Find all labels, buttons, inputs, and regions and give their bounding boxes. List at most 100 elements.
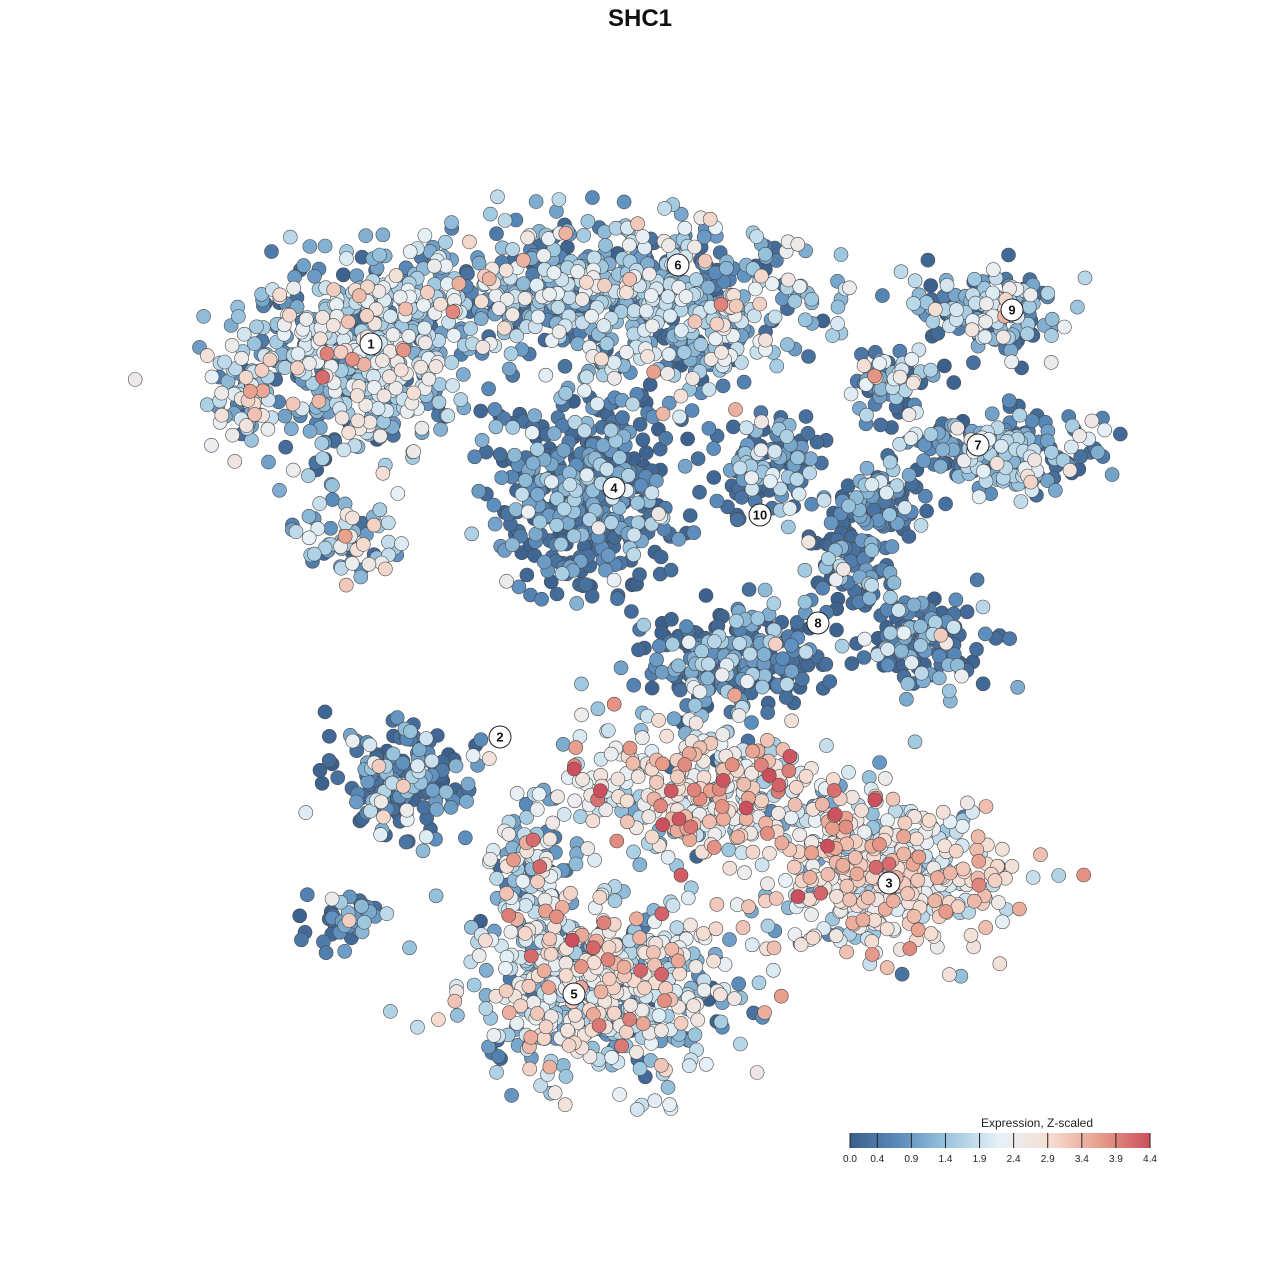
cell-point [501, 1005, 517, 1020]
cell-point [649, 774, 664, 790]
cell-point [478, 933, 493, 948]
cell-point [702, 211, 718, 227]
cell-point [879, 485, 894, 501]
cell-point [471, 948, 487, 964]
cell-point [857, 631, 872, 647]
cell-point [632, 567, 647, 582]
cell-point [655, 756, 670, 772]
cell-point [819, 738, 834, 753]
cell-point [907, 273, 923, 289]
cell-point [598, 238, 613, 253]
cell-point [762, 846, 777, 861]
cell-point [714, 345, 729, 360]
cell-point [339, 251, 354, 266]
cell-point [657, 993, 672, 1009]
cell-point [677, 220, 693, 236]
cell-point [307, 268, 322, 284]
cell-point [804, 496, 820, 512]
cell-point [558, 226, 574, 241]
cell-point [738, 800, 754, 816]
cell-point [967, 271, 982, 287]
cell-point [833, 247, 849, 262]
cell-point [860, 890, 876, 905]
cell-point [623, 997, 638, 1013]
cell-point [661, 395, 677, 411]
cell-point [298, 311, 314, 327]
cell-point [673, 867, 689, 883]
cell-point [626, 547, 642, 563]
cell-point [813, 885, 829, 901]
cell-point [516, 276, 531, 292]
cell-point [643, 288, 659, 303]
chart-title: SHC1 [607, 5, 673, 32]
cell-point [536, 963, 552, 979]
cell-point [632, 1061, 648, 1076]
cell-point [989, 456, 1005, 471]
cell-point [236, 326, 252, 342]
cell-point [227, 454, 243, 469]
cell-point [731, 708, 747, 723]
cell-point [249, 319, 264, 335]
cell-point [577, 383, 592, 399]
cell-point [626, 844, 641, 860]
cell-point [546, 426, 562, 441]
cell-point [541, 980, 556, 995]
cell-point [600, 952, 616, 968]
cell-point [396, 342, 412, 358]
cell-point [991, 895, 1006, 910]
cell-point [779, 429, 795, 444]
cell-point [877, 771, 893, 786]
cell-point [715, 727, 731, 742]
cell-point [748, 281, 763, 297]
cell-point [761, 768, 777, 783]
cell-point [696, 982, 712, 998]
legend-tick-label: 3.4 [1075, 1154, 1089, 1165]
cluster-label-8: 8 [806, 611, 830, 635]
cell-point [629, 1044, 644, 1060]
cell-point [567, 1007, 583, 1023]
cell-point [406, 444, 421, 459]
cell-point [597, 278, 612, 293]
cell-point [350, 388, 365, 403]
cell-point [724, 757, 740, 773]
cell-point [901, 467, 917, 483]
cell-point [935, 442, 951, 458]
cell-point [381, 534, 396, 550]
cell-point [517, 291, 533, 306]
cell-point [698, 1057, 714, 1072]
cell-point [262, 352, 278, 368]
cell-point [525, 455, 541, 471]
cell-point [841, 764, 856, 780]
cell-point [739, 674, 755, 689]
cell-point [641, 266, 657, 282]
cell-point [622, 271, 638, 287]
cell-point [538, 1019, 554, 1035]
cell-point [491, 1049, 506, 1064]
cell-point [814, 796, 830, 812]
cell-point [644, 485, 660, 501]
cell-point [797, 562, 813, 578]
cell-point [970, 829, 986, 845]
cell-point [647, 1093, 663, 1108]
cell-point [805, 930, 821, 946]
cell-point [910, 922, 926, 938]
cell-point [599, 461, 615, 477]
cell-point [579, 275, 594, 290]
cell-point [780, 519, 796, 535]
cell-point [728, 298, 744, 314]
cell-point [311, 393, 327, 409]
cell-point [319, 346, 335, 361]
cell-point [325, 492, 340, 507]
cell-point [335, 267, 351, 283]
cell-point [554, 566, 570, 581]
cell-point [839, 878, 855, 894]
cell-point [264, 244, 279, 259]
cell-point [590, 701, 606, 717]
cell-point [727, 991, 742, 1006]
cell-point [625, 396, 641, 412]
cell-point [680, 431, 695, 447]
cell-point [1001, 247, 1016, 263]
cell-point [644, 680, 660, 696]
cell-point [557, 1097, 573, 1112]
cell-point [884, 539, 900, 554]
